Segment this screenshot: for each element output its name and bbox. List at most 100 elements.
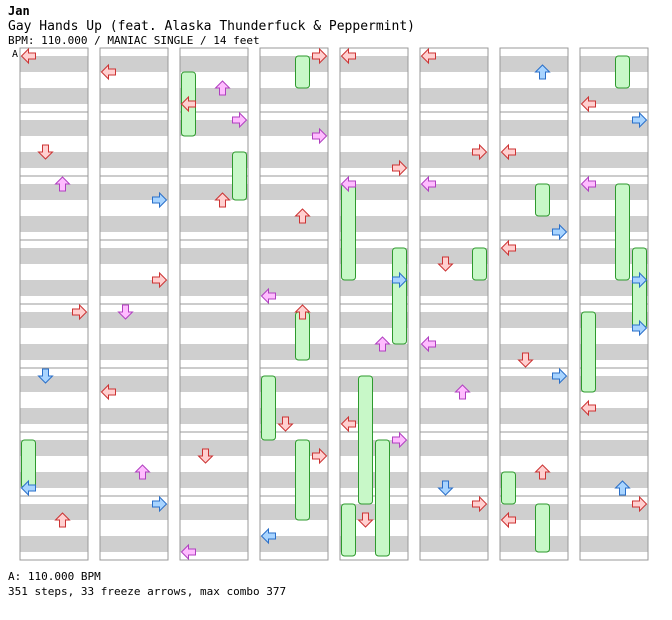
beat-stripe <box>180 152 248 168</box>
freeze-arrow <box>295 439 310 521</box>
beat-stripe <box>500 344 568 360</box>
beat-stripe <box>20 536 88 552</box>
beat-stripe <box>580 376 648 392</box>
freeze-arrow <box>232 151 247 201</box>
beat-stripe <box>20 152 88 168</box>
step-arrow-right <box>152 191 168 209</box>
beat-stripe <box>180 216 248 232</box>
beat-stripe <box>260 376 328 392</box>
beat-stripe <box>260 472 328 488</box>
beat-stripe <box>100 344 168 360</box>
step-arrow-up <box>374 336 391 352</box>
beat-stripe <box>20 184 88 200</box>
beat-stripe <box>260 120 328 136</box>
step-arrow-up <box>534 64 551 80</box>
step-arrow-left <box>420 47 436 65</box>
step-arrow-right <box>312 47 328 65</box>
beat-stripe <box>420 408 488 424</box>
freeze-arrow <box>632 247 647 329</box>
step-arrow-up <box>294 208 311 224</box>
step-arrow-left <box>580 399 596 417</box>
beat-stripe <box>20 216 88 232</box>
beat-stripe <box>100 120 168 136</box>
step-arrow-down <box>37 368 54 384</box>
step-arrow-left <box>340 415 356 433</box>
beat-stripe <box>340 504 408 520</box>
step-arrow-down <box>277 416 294 432</box>
beat-stripe <box>260 440 328 456</box>
step-arrow-up <box>214 192 231 208</box>
beat-stripe <box>420 152 488 168</box>
beat-stripe <box>580 344 648 360</box>
beat-stripe <box>100 88 168 104</box>
beat-stripe <box>420 184 488 200</box>
step-arrow-right <box>152 495 168 513</box>
beat-stripe <box>180 408 248 424</box>
beat-stripe <box>260 344 328 360</box>
beat-stripe <box>500 56 568 72</box>
beat-stripe <box>420 88 488 104</box>
freeze-arrow <box>375 439 390 557</box>
step-arrow-right <box>152 271 168 289</box>
chart-column <box>419 47 489 561</box>
beat-stripe <box>500 216 568 232</box>
beat-stripe <box>580 440 648 456</box>
beat-stripe <box>180 312 248 328</box>
beat-stripe <box>340 248 408 264</box>
step-arrow-right <box>472 143 488 161</box>
step-arrow-left <box>340 175 356 193</box>
beat-stripe <box>500 312 568 328</box>
column-border <box>579 47 649 561</box>
beat-stripe <box>180 120 248 136</box>
beat-stripe <box>180 88 248 104</box>
beat-stripe <box>420 504 488 520</box>
step-arrow-left <box>100 383 116 401</box>
beat-stripe <box>580 280 648 296</box>
bpm-marker: A <box>12 49 18 60</box>
beat-stripe <box>340 376 408 392</box>
step-arrow-left <box>580 175 596 193</box>
beat-stripe <box>340 216 408 232</box>
beat-stripe <box>420 120 488 136</box>
beat-stripe <box>20 248 88 264</box>
step-arrow-up <box>54 176 71 192</box>
freeze-arrow <box>341 503 356 557</box>
beat-stripe <box>340 88 408 104</box>
beat-stripe <box>500 152 568 168</box>
column-border <box>499 47 569 561</box>
beat-stripe <box>180 280 248 296</box>
beat-stripe <box>340 120 408 136</box>
freeze-arrow <box>535 183 550 217</box>
beat-stripe <box>580 248 648 264</box>
column-border <box>339 47 409 561</box>
beat-stripe <box>180 56 248 72</box>
step-arrow-left <box>20 479 36 497</box>
step-arrow-down <box>517 352 534 368</box>
beat-stripe <box>100 408 168 424</box>
beat-stripe <box>20 88 88 104</box>
beat-stripe <box>340 280 408 296</box>
freeze-arrow <box>472 247 487 281</box>
step-arrow-right <box>632 271 648 289</box>
freeze-arrow <box>295 55 310 89</box>
beat-stripe <box>420 280 488 296</box>
freeze-arrow <box>341 183 356 281</box>
beat-stripe <box>340 56 408 72</box>
step-arrow-right <box>392 159 408 177</box>
step-arrow-left <box>260 527 276 545</box>
step-arrow-right <box>72 303 88 321</box>
beat-stripe <box>100 312 168 328</box>
beat-stripe <box>500 408 568 424</box>
beat-stripe <box>20 344 88 360</box>
beat-stripe <box>180 472 248 488</box>
freeze-arrow <box>615 183 630 281</box>
step-arrow-right <box>232 111 248 129</box>
beat-stripe <box>100 152 168 168</box>
step-arrow-left <box>500 239 516 257</box>
beat-stripe <box>580 88 648 104</box>
beat-stripe <box>500 472 568 488</box>
step-stats: 351 steps, 33 freeze arrows, max combo 3… <box>8 585 287 598</box>
beat-stripe <box>500 280 568 296</box>
beat-stripe <box>20 472 88 488</box>
